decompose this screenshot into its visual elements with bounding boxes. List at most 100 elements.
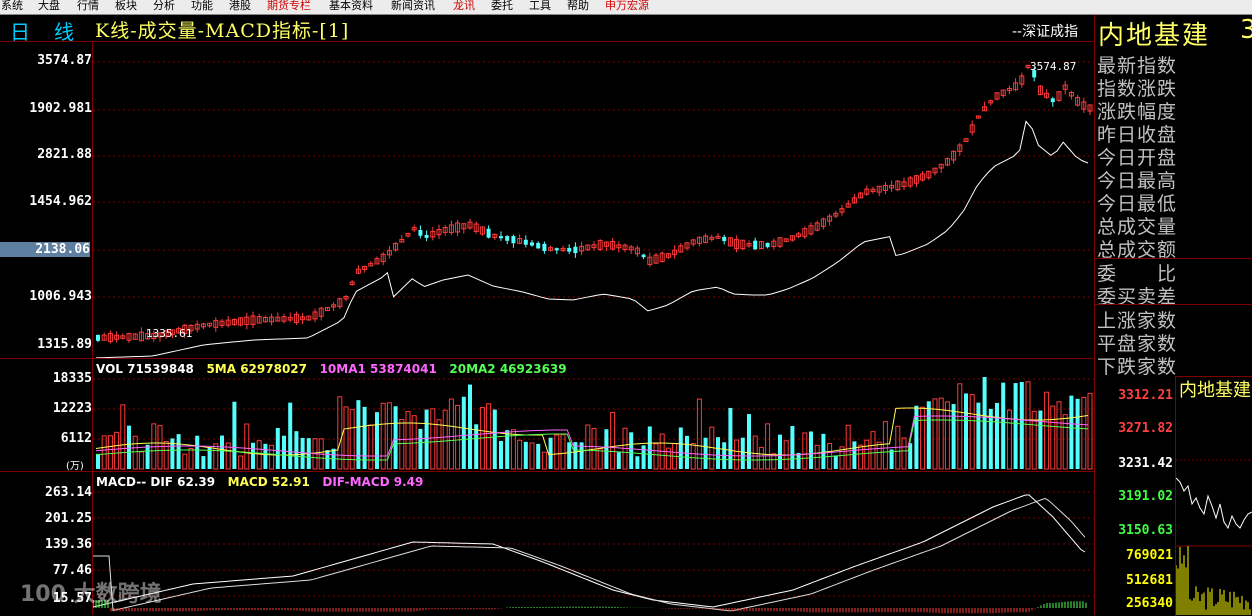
- volume-bar-down: [523, 441, 528, 469]
- volume-bar-down: [418, 428, 423, 469]
- watermark: 100 大数跨境: [20, 582, 162, 607]
- candle-up: [672, 249, 678, 256]
- candle-up: [783, 238, 789, 242]
- volume-bar-down: [926, 401, 931, 469]
- volume-bar-down: [325, 450, 330, 469]
- menu-analysis[interactable]: 分析: [153, 0, 175, 12]
- volume-bar-down: [833, 455, 838, 469]
- price-cursor-badge: 2138.06: [0, 242, 90, 257]
- volume-bar-up: [1062, 414, 1068, 470]
- macd-chart[interactable]: [93, 472, 1094, 615]
- chart-title: K线-成交量-MACD指标-[1]: [95, 20, 350, 42]
- candle-up: [603, 241, 609, 247]
- menu-quotes[interactable]: 行情: [77, 0, 99, 12]
- candle-up: [380, 253, 386, 263]
- menu-futures[interactable]: 期货专栏: [267, 0, 311, 12]
- candle-up: [920, 173, 926, 181]
- candle-down: [536, 242, 541, 249]
- volume-bar-up: [411, 415, 417, 470]
- index-name-title: 内地基建: [1098, 21, 1211, 51]
- menu-entrust[interactable]: 委托: [491, 0, 513, 12]
- menu-help[interactable]: 帮助: [567, 0, 589, 12]
- candle-down: [567, 247, 572, 252]
- candle-up: [858, 192, 864, 199]
- candle-up: [851, 197, 857, 204]
- volume-bar-up: [585, 424, 591, 470]
- volume-bar-up: [269, 444, 275, 470]
- candle-up: [374, 258, 380, 265]
- menu-news[interactable]: 新闻资讯: [391, 0, 435, 12]
- volume-bar-down: [294, 431, 299, 469]
- candle-up: [132, 333, 138, 340]
- menu-functions[interactable]: 功能: [191, 0, 213, 12]
- volume-bar-up: [696, 398, 702, 470]
- candle-up: [591, 244, 597, 249]
- volume-bar-up: [597, 448, 603, 470]
- candle-up: [399, 238, 405, 243]
- volume-bar-up: [864, 439, 870, 470]
- volume-bar-up: [653, 443, 659, 470]
- chart-title-bar: 日 线 K线-成交量-MACD指标-[1] --深证成指: [0, 15, 1094, 44]
- volume-bar-up: [510, 429, 516, 470]
- candle-up: [114, 334, 120, 340]
- candle-up: [951, 150, 957, 161]
- volume-bar-down: [195, 435, 200, 469]
- vol-legend-20ma: 20MA2 46923639: [449, 362, 567, 376]
- volume-bar-down: [703, 437, 708, 469]
- price-tick-4: 1454.962: [29, 194, 92, 209]
- volume-bar-up: [448, 398, 454, 470]
- mini-price-path: [1176, 477, 1252, 530]
- menu-hk-stocks[interactable]: 港股: [229, 0, 251, 12]
- menu-system[interactable]: 系统: [1, 0, 23, 12]
- menu-market[interactable]: 大盘: [38, 0, 60, 12]
- macd-tick-4: 77.46: [52, 563, 92, 578]
- volume-bar-up: [1031, 410, 1037, 470]
- candle-up: [120, 335, 126, 339]
- macd-legend-dif: MACD-- DIF 62.39: [96, 475, 216, 489]
- volume-bar-down: [716, 437, 720, 469]
- candle-up: [833, 212, 839, 217]
- volume-bar-up: [665, 447, 671, 470]
- candle-down: [418, 229, 423, 236]
- field-change-pct: 涨跌幅度: [1097, 101, 1178, 123]
- volume-bar-up: [957, 383, 963, 470]
- candlestick-chart[interactable]: [93, 42, 1094, 358]
- volume-bar-up: [839, 446, 845, 470]
- candle-up: [610, 241, 616, 250]
- candle-up: [808, 225, 814, 235]
- candle-up: [517, 238, 523, 244]
- mini-intraday-chart[interactable]: 内地基建 3312.21 3271.82 3231.42 3191.02 315…: [1095, 376, 1252, 616]
- menu-basic-info[interactable]: 基本资料: [329, 0, 373, 12]
- candle-up: [169, 329, 175, 335]
- volume-bar-up: [238, 455, 244, 470]
- candle-up: [820, 218, 826, 227]
- volume-bar-down: [536, 443, 541, 469]
- kline-vol-divider: [0, 358, 1094, 359]
- candle-up: [839, 208, 845, 213]
- candle-up: [151, 333, 157, 340]
- menu-longxun[interactable]: 龙讯: [453, 0, 475, 12]
- menu-shenwan[interactable]: 申万宏源: [605, 0, 649, 12]
- menu-sector[interactable]: 板块: [115, 0, 137, 12]
- volume-bar-down: [375, 412, 379, 469]
- volume-chart[interactable]: [93, 359, 1094, 471]
- macd-tick-1: 263.14: [45, 485, 92, 500]
- candle-up: [405, 233, 411, 237]
- candle-up: [746, 242, 752, 247]
- menu-tools[interactable]: 工具: [529, 0, 551, 12]
- volume-bar-down: [641, 445, 646, 469]
- volume-bar-up: [120, 404, 126, 470]
- period-label[interactable]: 日: [10, 20, 30, 44]
- period-label-2[interactable]: 线: [54, 20, 74, 44]
- volume-bar-up: [1056, 401, 1062, 470]
- volume-bar-up: [765, 423, 771, 470]
- candle-up: [213, 320, 219, 328]
- volume-bar-up: [870, 431, 876, 470]
- volume-bar-down: [176, 434, 181, 469]
- mini-tick-2: 3271.82: [1118, 421, 1173, 436]
- candle-up: [715, 235, 721, 239]
- candle-up: [845, 203, 851, 208]
- candle-up: [709, 236, 715, 240]
- mini-tick-4: 3191.02: [1118, 489, 1173, 504]
- volume-bar-down: [685, 435, 689, 469]
